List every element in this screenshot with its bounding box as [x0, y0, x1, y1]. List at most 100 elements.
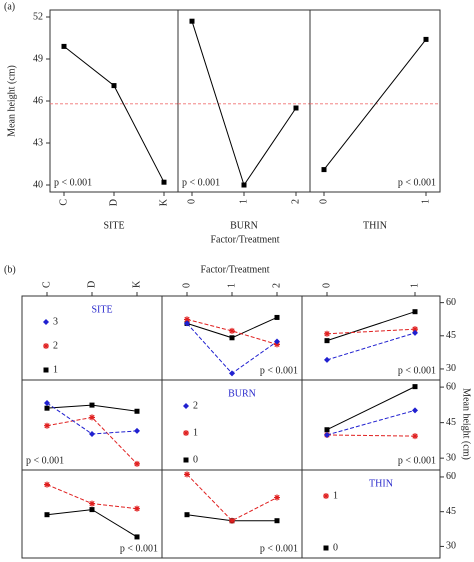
annotation: p < 0.001 — [26, 455, 64, 466]
x-tick-label: K — [131, 280, 142, 288]
y-tick-label: 30 — [446, 452, 456, 463]
x-tick-label: 1 — [238, 199, 249, 204]
marker — [412, 384, 418, 390]
marker — [44, 512, 50, 518]
line — [63, 46, 165, 183]
marker — [412, 433, 418, 440]
marker — [274, 518, 280, 524]
legend-label: 0 — [193, 454, 198, 465]
marker — [43, 367, 49, 373]
annotation: p < 0.001 — [398, 365, 436, 376]
marker — [293, 105, 299, 111]
x-tick-label: C — [41, 281, 52, 288]
marker — [89, 402, 95, 408]
marker — [183, 430, 189, 436]
marker — [44, 399, 50, 406]
annotation: p < 0.001 — [120, 543, 158, 554]
panel-label: (b) — [4, 264, 16, 275]
y-tick-label: 45 — [446, 330, 456, 341]
x-tick-label: 2 — [290, 199, 301, 204]
line — [326, 311, 416, 342]
marker — [44, 422, 50, 429]
panel-name: THIN — [363, 220, 387, 231]
x-tick-label: K — [158, 198, 169, 206]
y-tick-label: 60 — [446, 297, 456, 308]
line — [191, 21, 297, 187]
marker — [43, 319, 49, 325]
x-tick-label: D — [86, 281, 97, 288]
x-tick-label: 1 — [226, 283, 237, 288]
annotation: p < 0.001 — [260, 365, 298, 376]
line — [326, 386, 416, 431]
marker — [184, 512, 190, 518]
line — [326, 328, 416, 335]
annotation: p < 0.001 — [398, 455, 436, 466]
marker — [241, 182, 247, 188]
marker — [43, 343, 49, 349]
y-tick-label: 60 — [446, 471, 456, 482]
x-tick-label: 0 — [321, 283, 332, 288]
marker — [134, 534, 140, 540]
marker — [44, 481, 50, 488]
y-tick-label: 30 — [446, 363, 456, 374]
legend-label: 3 — [53, 316, 58, 327]
marker — [89, 431, 95, 437]
legend-label: 1 — [333, 490, 338, 501]
annotation: p < 0.001 — [260, 543, 298, 554]
marker — [324, 330, 330, 337]
annotation: p < 0.001 — [182, 177, 220, 188]
marker — [412, 326, 418, 333]
x-tick-label: 1 — [409, 283, 420, 288]
legend-label: 2 — [193, 400, 198, 411]
legend-label: 0 — [333, 542, 338, 553]
line — [323, 39, 427, 170]
factor-name: SITE — [91, 304, 112, 315]
marker — [184, 320, 190, 327]
marker — [274, 314, 280, 320]
panel-frame — [177, 9, 311, 193]
marker — [412, 407, 418, 414]
annotation: p < 0.001 — [398, 177, 436, 188]
line — [186, 474, 278, 522]
x-axis-label: Factor/Treatment — [210, 234, 279, 245]
marker — [229, 327, 235, 334]
marker — [161, 179, 167, 185]
y-tick-label: 46 — [33, 95, 43, 106]
marker — [324, 427, 330, 433]
marker — [324, 338, 330, 344]
marker — [89, 500, 95, 507]
marker — [89, 507, 95, 513]
panel-frame — [309, 9, 441, 193]
legend-label: 1 — [53, 364, 58, 375]
marker — [274, 494, 280, 501]
line — [186, 318, 278, 345]
panel-name: SITE — [103, 220, 124, 231]
marker — [134, 427, 140, 434]
marker — [134, 505, 140, 512]
marker — [134, 408, 140, 414]
marker — [412, 309, 418, 315]
y-tick-label: 49 — [33, 53, 43, 64]
y-tick-label: 45 — [446, 506, 456, 517]
marker — [134, 460, 140, 467]
cell-frame — [301, 469, 441, 559]
x-tick-label: C — [58, 199, 69, 206]
marker — [324, 356, 330, 363]
marker — [412, 329, 418, 336]
y-tick-label: 30 — [446, 541, 456, 552]
y-tick-label: 60 — [446, 381, 456, 392]
marker — [184, 471, 190, 478]
panel-label: (a) — [4, 1, 15, 12]
marker — [111, 83, 117, 89]
marker — [229, 335, 235, 341]
marker — [189, 18, 195, 24]
line — [326, 434, 416, 437]
marker — [229, 517, 235, 524]
y-tick-label: 52 — [33, 11, 43, 22]
factor-name: THIN — [369, 478, 393, 489]
marker — [229, 370, 235, 377]
factor-name: BURN — [228, 388, 256, 399]
marker — [324, 431, 330, 438]
marker — [321, 167, 327, 173]
